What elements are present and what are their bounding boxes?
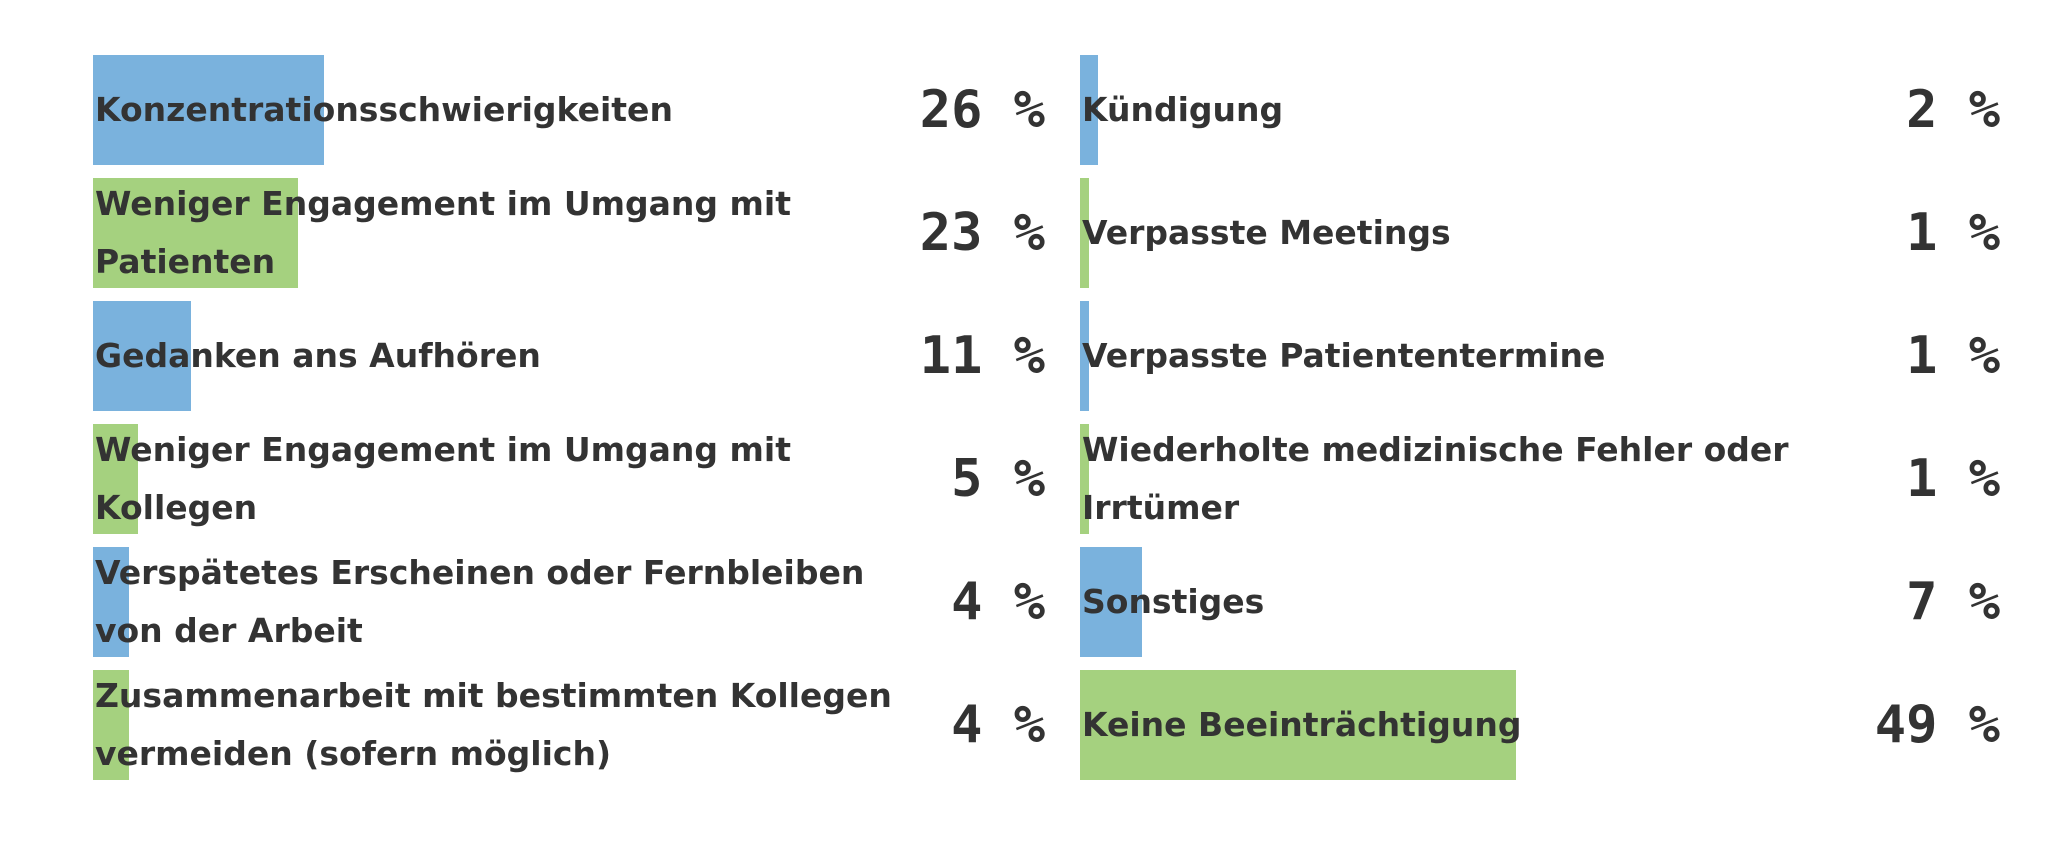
bar-label: Kündigung [1082, 90, 1284, 129]
bar-value-label: 1 % [1906, 326, 2000, 386]
bar-value-label: 11 % [919, 326, 1045, 386]
bar-left-2 [93, 178, 298, 288]
bar-left-4 [93, 424, 138, 534]
bar-right-4 [1080, 424, 1089, 534]
bar-label: Konzentrationsschwierigkeiten [95, 90, 673, 129]
bar-right-6 [1080, 670, 1517, 780]
bar-value-label: 2 % [1906, 80, 2000, 140]
bar-label: Verpasste Patiententermine [1082, 336, 1606, 375]
bar-left-3 [93, 301, 191, 411]
bar-label: Verpasste Meetings [1082, 213, 1451, 252]
bar-label: Zusammenarbeit mit bestimmten Kollegen v… [95, 676, 892, 773]
bar-label: Gedanken ans Aufhören [95, 336, 541, 375]
bar-right-3 [1080, 301, 1089, 411]
bar-right-5 [1080, 547, 1143, 657]
bar-value-label: 7 % [1906, 572, 2000, 632]
bar-value-label: 4 % [951, 695, 1045, 755]
bar-label: Wiederholte medizinische Fehler oder Irr… [1082, 430, 1789, 527]
bar-label: Weniger Engagement im Umgang mit Kollege… [95, 430, 791, 527]
bar-label: Weniger Engagement im Umgang mit Patient… [95, 184, 791, 281]
bar-value-label: 49 % [1874, 695, 2000, 755]
bar-left-1 [93, 55, 325, 165]
bar-left-6 [93, 670, 129, 780]
bar-label: Sonstiges [1082, 582, 1265, 621]
bar-right-1 [1080, 55, 1098, 165]
bar-value-label: 1 % [1906, 449, 2000, 509]
bar-value-label: 26 % [919, 80, 1045, 140]
bar-label: Keine Beeinträchtigung [1082, 705, 1522, 744]
bar-left-5 [93, 547, 129, 657]
bar-right-2 [1080, 178, 1089, 288]
bar-value-label: 23 % [919, 203, 1045, 263]
bar-value-label: 1 % [1906, 203, 2000, 263]
bar-value-label: 5 % [951, 449, 1045, 509]
bar-value-label: 4 % [951, 572, 1045, 632]
bar-label: Verspätetes Erscheinen oder Fernbleiben … [95, 553, 865, 650]
